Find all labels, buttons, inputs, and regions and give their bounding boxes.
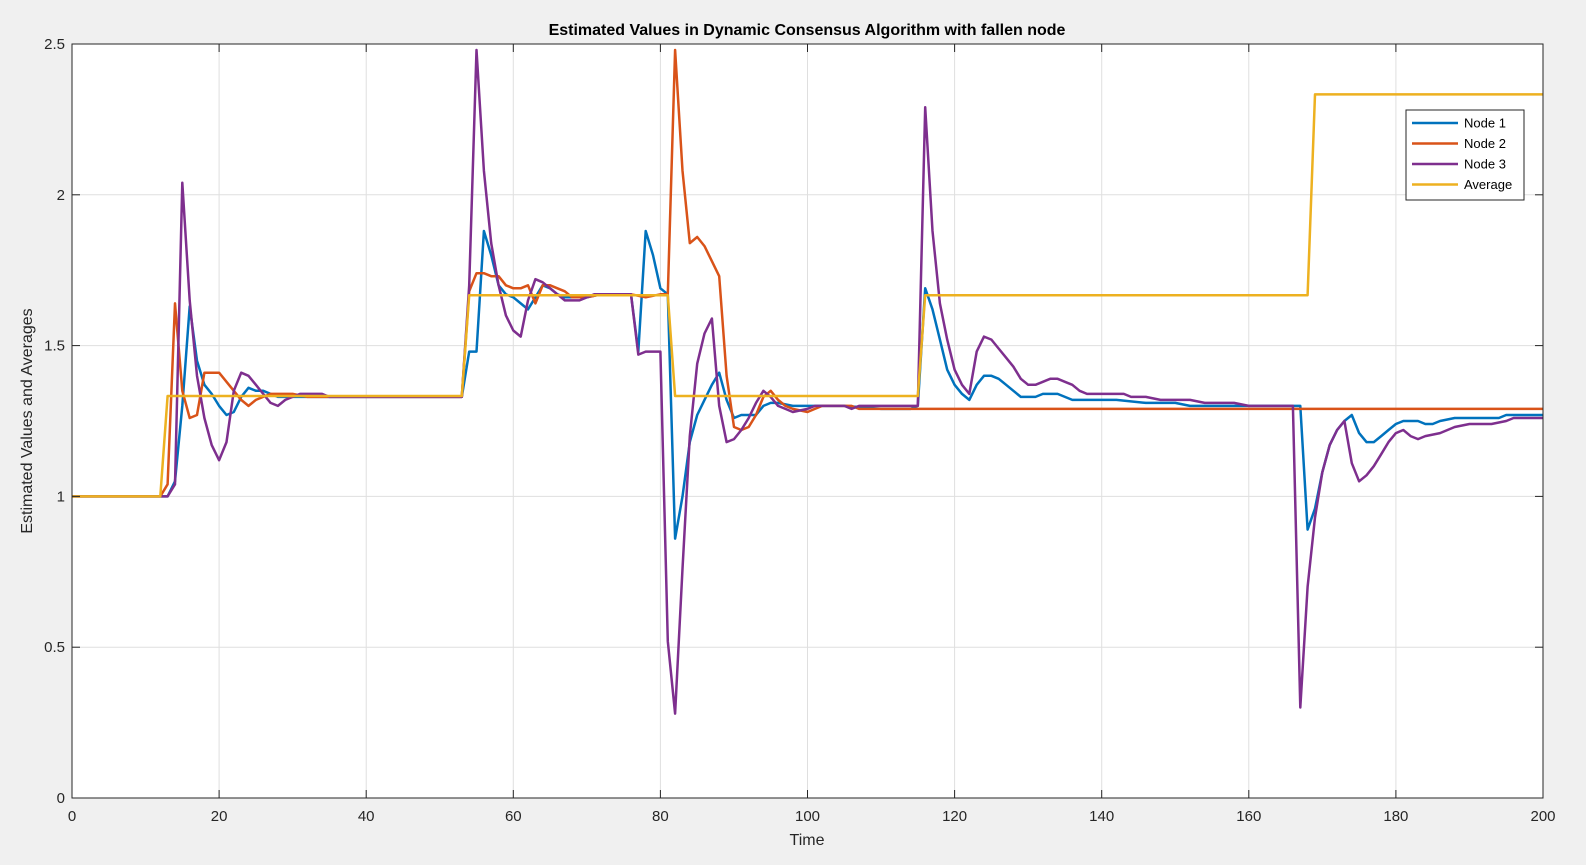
legend: Node 1 Node 2 Node 3 Average <box>1405 109 1525 201</box>
x-tick-label: 180 <box>1383 808 1408 825</box>
y-tick-label: 0 <box>57 790 65 807</box>
legend-label: Node 2 <box>1464 136 1506 151</box>
x-tick-label: 200 <box>1530 808 1555 825</box>
x-tick-label: 80 <box>652 808 669 825</box>
series-line-average <box>72 93 1543 498</box>
legend-label: Node 3 <box>1464 157 1506 172</box>
y-tick-label: 2 <box>57 187 65 204</box>
grid-lines <box>72 44 1543 798</box>
x-tick-label: 20 <box>211 808 228 825</box>
x-tick-label: 120 <box>942 808 967 825</box>
y-tick-label: 0.5 <box>44 639 65 656</box>
legend-label: Average <box>1464 177 1512 192</box>
series-line-node-3 <box>72 48 1543 715</box>
x-tick-label: 160 <box>1236 808 1261 825</box>
ticks: 0 20 40 60 80 100 120 140 160 180 200 0 0.5 1 1.5 2 2.5 <box>44 36 1555 825</box>
chart-title: Estimated Values in Dynamic Consensus Al… <box>549 22 1066 39</box>
y-tick-label: 1.5 <box>44 338 65 355</box>
x-tick-label: 40 <box>358 808 375 825</box>
legend-label: Node 1 <box>1464 116 1506 131</box>
x-tick-label: 100 <box>795 808 820 825</box>
x-tick-label: 0 <box>68 808 76 825</box>
x-tick-label: 140 <box>1089 808 1114 825</box>
y-tick-label: 2.5 <box>44 36 65 53</box>
y-axis-label: Estimated Values and Averages <box>19 308 36 533</box>
x-tick-label: 60 <box>505 808 522 825</box>
x-axis-label: Time <box>790 832 825 849</box>
series-lines <box>72 48 1543 715</box>
y-tick-label: 1 <box>57 488 65 505</box>
